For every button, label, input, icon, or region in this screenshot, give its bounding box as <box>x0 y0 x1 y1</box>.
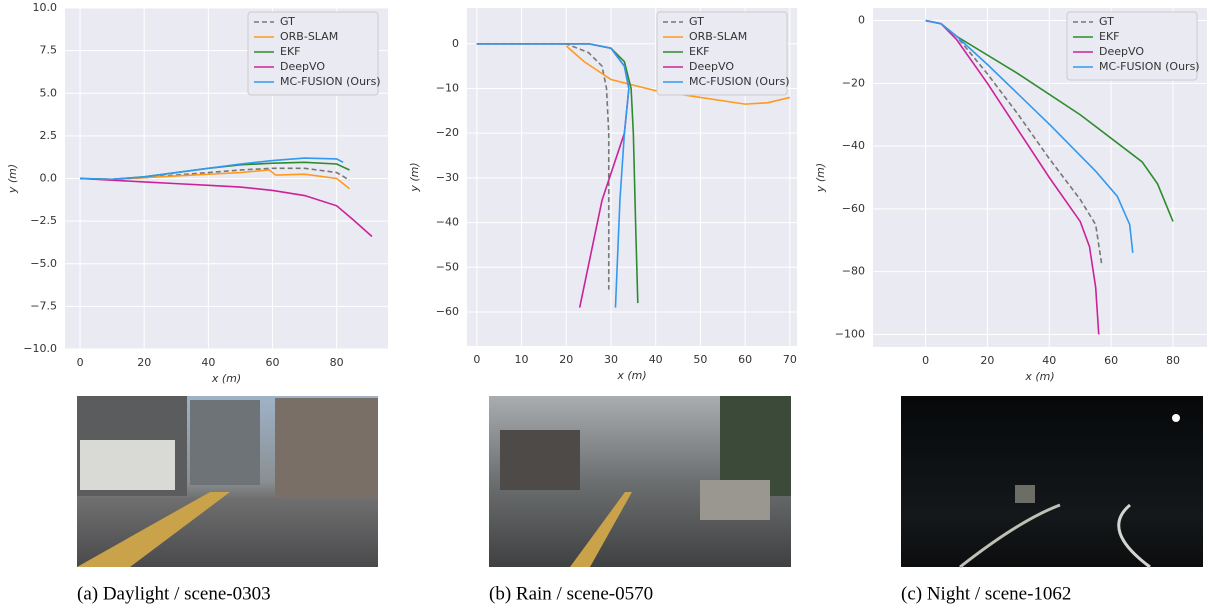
caption: (b) Rain / scene-0570 <box>489 583 653 604</box>
y-tick-label: −60 <box>436 305 459 318</box>
y-tick-label: −7.5 <box>30 299 57 312</box>
y-tick-label: 0 <box>858 14 865 27</box>
x-tick-label: 70 <box>783 353 797 366</box>
y-tick-label: 10.0 <box>33 1 58 14</box>
y-tick-label: −40 <box>436 216 459 229</box>
x-tick-label: 20 <box>137 356 151 369</box>
x-tick-label: 30 <box>604 353 618 366</box>
y-tick-label: 5.0 <box>40 86 58 99</box>
x-tick-label: 40 <box>201 356 215 369</box>
series-line <box>80 177 373 238</box>
series-line <box>476 42 610 290</box>
x-tick-label: 40 <box>649 353 663 366</box>
legend-label: EKF <box>689 45 710 58</box>
y-tick-label: −20 <box>436 126 459 139</box>
y-tick-label: −2.5 <box>30 214 57 227</box>
legend-label: EKF <box>1099 30 1120 43</box>
photo-night <box>901 396 1203 569</box>
x-tick-label: 0 <box>922 354 929 367</box>
legend-label: DeepVO <box>1099 45 1144 58</box>
caption: (c) Night / scene-1062 <box>901 583 1071 604</box>
y-tick-label: −5.0 <box>30 257 57 270</box>
photo-daylight <box>77 396 378 567</box>
x-tick-label: 60 <box>1104 354 1118 367</box>
legend-label: MC-FUSION (Ours) <box>689 75 790 88</box>
legend-label: MC-FUSION (Ours) <box>280 75 381 88</box>
y-tick-label: 0 <box>452 37 459 50</box>
y-tick-label: −100 <box>835 327 865 340</box>
x-tick-label: 80 <box>330 356 344 369</box>
legend-label: EKF <box>280 45 301 58</box>
legend-label: ORB-SLAM <box>280 30 338 43</box>
y-axis-label: y (m) <box>6 164 19 194</box>
legend-label: GT <box>1099 15 1114 28</box>
legend-label: GT <box>689 15 704 28</box>
x-axis-label: x (m) <box>616 369 646 382</box>
series-line <box>925 19 1134 253</box>
x-tick-label: 40 <box>1042 354 1056 367</box>
x-tick-label: 50 <box>693 353 707 366</box>
photo-rain <box>489 396 791 567</box>
y-axis-label: y (m) <box>408 162 421 192</box>
x-tick-label: 0 <box>473 353 480 366</box>
x-tick-label: 80 <box>1166 354 1180 367</box>
x-axis-label: x (m) <box>1024 370 1054 383</box>
legend-label: ORB-SLAM <box>689 30 747 43</box>
x-tick-label: 0 <box>77 356 84 369</box>
x-tick-label: 20 <box>559 353 573 366</box>
y-tick-label: 0.0 <box>40 172 58 185</box>
legend-label: DeepVO <box>280 60 325 73</box>
y-tick-label: 7.5 <box>40 44 58 57</box>
legend-box <box>656 11 788 96</box>
y-tick-label: −30 <box>436 171 459 184</box>
y-tick-label: −10.0 <box>23 342 57 355</box>
x-tick-label: 10 <box>515 353 529 366</box>
y-tick-label: −50 <box>436 260 459 273</box>
legend-label: GT <box>280 15 295 28</box>
series-line <box>925 19 1103 266</box>
legend-label: MC-FUSION (Ours) <box>1099 60 1200 73</box>
legend-label: DeepVO <box>689 60 734 73</box>
x-tick-label: 60 <box>266 356 280 369</box>
y-tick-label: −10 <box>436 81 459 94</box>
y-tick-label: −40 <box>842 139 865 152</box>
y-axis-label: y (m) <box>814 163 827 193</box>
caption: (a) Daylight / scene-0303 <box>77 583 271 604</box>
series-line <box>476 42 630 308</box>
y-tick-label: −60 <box>842 202 865 215</box>
y-tick-label: −20 <box>842 76 865 89</box>
x-tick-label: 20 <box>980 354 994 367</box>
series-line <box>925 19 1100 335</box>
series-line <box>80 157 344 181</box>
y-tick-label: −80 <box>842 265 865 278</box>
x-axis-label: x (m) <box>211 372 241 385</box>
x-tick-label: 60 <box>738 353 752 366</box>
legend-box <box>1066 11 1198 81</box>
y-tick-label: 2.5 <box>40 129 58 142</box>
legend-box <box>247 11 379 96</box>
